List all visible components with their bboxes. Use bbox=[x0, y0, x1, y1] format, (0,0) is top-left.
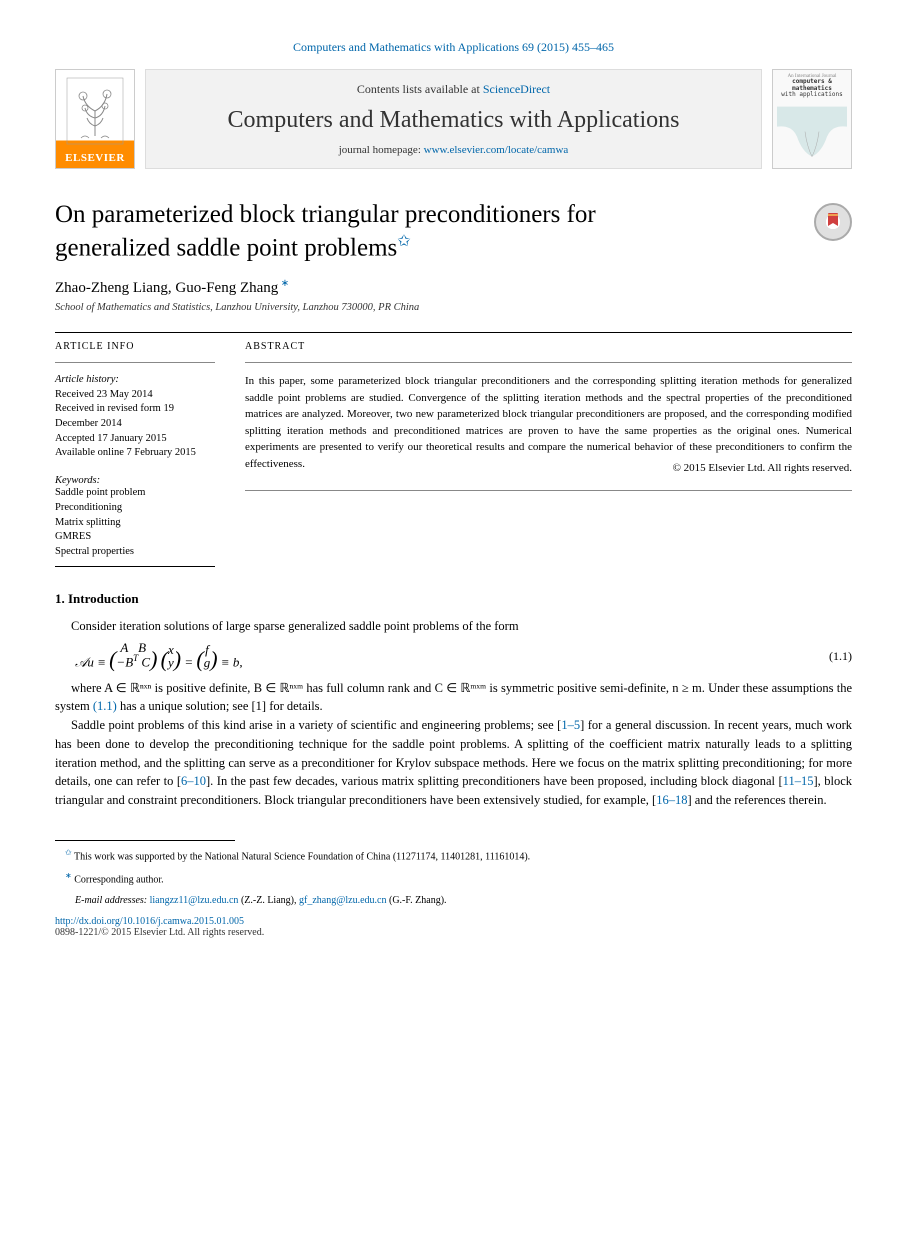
footnote-rule bbox=[55, 840, 235, 841]
ref-eq-1-1[interactable]: (1.1) bbox=[93, 699, 117, 713]
authors: Zhao-Zheng Liang, Guo-Feng Zhang ∗ bbox=[55, 278, 852, 297]
journal-banner: Contents lists available at ScienceDirec… bbox=[145, 69, 762, 169]
intro-para-1: Consider iteration solutions of large sp… bbox=[55, 617, 852, 636]
sciencedirect-link[interactable]: ScienceDirect bbox=[483, 82, 550, 96]
email-1-link[interactable]: liangzz11@lzu.edu.cn bbox=[150, 895, 239, 906]
abstract: ABSTRACT In this paper, some parameteriz… bbox=[245, 341, 852, 560]
footnote-corresponding: ∗ Corresponding author. bbox=[55, 870, 852, 887]
article-title: On parameterized block triangular precon… bbox=[55, 199, 596, 264]
section-heading: 1. Introduction bbox=[55, 591, 852, 607]
corresponding-asterisk-icon[interactable]: ∗ bbox=[278, 278, 289, 289]
crossmark-button[interactable] bbox=[814, 203, 852, 241]
elsevier-tree-icon bbox=[65, 70, 125, 152]
doi-line: http://dx.doi.org/10.1016/j.camwa.2015.0… bbox=[55, 916, 852, 927]
cover-art-icon bbox=[777, 99, 847, 164]
journal-homepage-link[interactable]: www.elsevier.com/locate/camwa bbox=[424, 144, 569, 156]
doi-link[interactable]: http://dx.doi.org/10.1016/j.camwa.2015.0… bbox=[55, 916, 244, 927]
journal-title: Computers and Mathematics with Applicati… bbox=[228, 107, 680, 134]
footnote-funding: ✩ This work was supported by the Nationa… bbox=[55, 847, 852, 864]
equation-1-1: 𝒜u ≡ (A B−BT C) (xy) = (fg) ≡ b, (1.1) bbox=[75, 641, 852, 672]
elsevier-label: ELSEVIER bbox=[65, 152, 125, 164]
ref-11-15[interactable]: 11–15 bbox=[783, 774, 814, 788]
ref-6-10[interactable]: 6–10 bbox=[181, 774, 206, 788]
footnote-emails: E-mail addresses: liangzz11@lzu.edu.cn (… bbox=[55, 894, 852, 908]
banner-top-pre: Contents lists available at bbox=[357, 82, 483, 96]
abstract-copyright: © 2015 Elsevier Ltd. All rights reserved… bbox=[673, 460, 852, 477]
journal-cover[interactable]: An International Journal computers & mat… bbox=[772, 69, 852, 169]
intro-para-2: where A ∈ ℝⁿˣⁿ is positive definite, B ∈… bbox=[55, 679, 852, 717]
affiliation: School of Mathematics and Statistics, La… bbox=[55, 301, 852, 316]
copyright-line: 0898-1221/© 2015 Elsevier Ltd. All right… bbox=[55, 927, 852, 938]
header-row: ELSEVIER Contents lists available at Sci… bbox=[55, 69, 852, 169]
elsevier-logo[interactable]: ELSEVIER bbox=[55, 69, 135, 169]
citation-link[interactable]: Computers and Mathematics with Applicati… bbox=[293, 40, 614, 54]
intro-para-3: Saddle point problems of this kind arise… bbox=[55, 716, 852, 810]
ref-1-5[interactable]: 1–5 bbox=[561, 718, 580, 732]
article-info: ARTICLE INFO Article history: Received 2… bbox=[55, 341, 215, 560]
crossmark-icon bbox=[823, 212, 843, 232]
title-footnote-star-icon[interactable]: ✩ bbox=[397, 233, 410, 250]
asterisk-icon: ∗ bbox=[65, 871, 72, 880]
star-icon: ✩ bbox=[65, 848, 72, 857]
ref-16-18[interactable]: 16–18 bbox=[656, 793, 687, 807]
banner-bot-pre: journal homepage: bbox=[339, 144, 424, 156]
email-2-link[interactable]: gf_zhang@lzu.edu.cn bbox=[299, 895, 387, 906]
